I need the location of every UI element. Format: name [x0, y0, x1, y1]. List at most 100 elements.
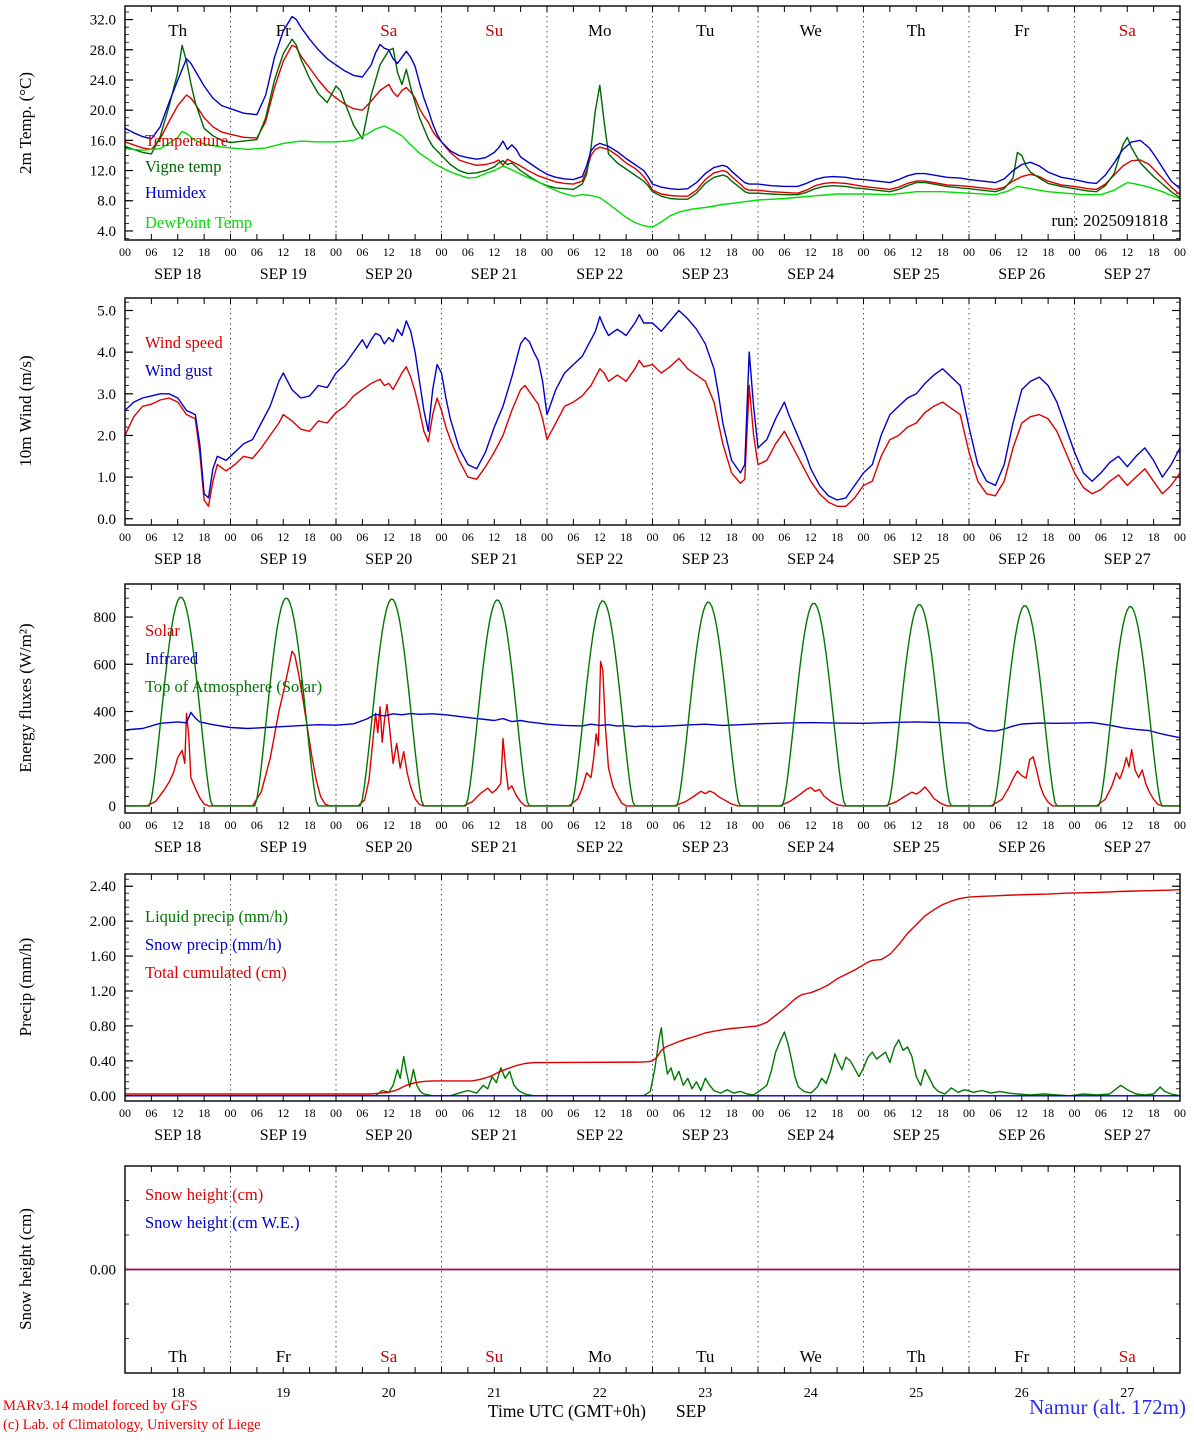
svg-text:0.80: 0.80	[90, 1019, 116, 1035]
svg-text:Solar: Solar	[145, 621, 180, 640]
svg-text:06: 06	[1095, 1106, 1107, 1120]
svg-text:SEP 23: SEP 23	[682, 839, 729, 856]
svg-text:00: 00	[225, 1106, 237, 1120]
svg-text:06: 06	[778, 530, 790, 544]
svg-text:00: 00	[963, 1106, 975, 1120]
svg-text:12: 12	[699, 530, 711, 544]
svg-text:00: 00	[752, 530, 764, 544]
svg-text:We: We	[800, 21, 822, 40]
svg-text:18: 18	[726, 530, 738, 544]
svg-text:0.0: 0.0	[97, 512, 116, 528]
credit-line-2: (c) Lab. of Climatology, University of L…	[3, 1417, 261, 1433]
svg-text:SEP 21: SEP 21	[471, 551, 518, 568]
svg-text:22: 22	[593, 1386, 607, 1401]
svg-text:Th: Th	[907, 21, 926, 40]
svg-text:18: 18	[831, 245, 843, 259]
svg-text:00: 00	[1069, 245, 1081, 259]
svg-text:3.0: 3.0	[97, 387, 116, 403]
svg-text:Humidex: Humidex	[145, 183, 207, 202]
svg-text:Snow height (cm W.E.): Snow height (cm W.E.)	[145, 1213, 299, 1232]
svg-text:18: 18	[831, 530, 843, 544]
svg-text:06: 06	[1095, 530, 1107, 544]
model-credits: MARv3.14 model forced by GFS (c) Lab. of…	[3, 1397, 261, 1435]
svg-text:400: 400	[94, 704, 117, 720]
svg-text:800: 800	[94, 610, 117, 626]
svg-text:12: 12	[488, 1106, 500, 1120]
svg-text:1.20: 1.20	[90, 984, 116, 1000]
svg-text:SEP 19: SEP 19	[260, 551, 307, 568]
svg-text:12: 12	[594, 1106, 606, 1120]
svg-text:12: 12	[699, 245, 711, 259]
svg-text:Infrared: Infrared	[145, 649, 199, 668]
svg-text:8.0: 8.0	[97, 194, 116, 210]
svg-text:Sa: Sa	[1119, 1347, 1136, 1366]
svg-text:12: 12	[910, 1106, 922, 1120]
svg-text:18: 18	[1148, 530, 1160, 544]
svg-text:18: 18	[304, 818, 316, 832]
svg-text:21: 21	[487, 1386, 501, 1401]
svg-text:00: 00	[436, 1106, 448, 1120]
svg-text:18: 18	[726, 245, 738, 259]
svg-text:06: 06	[462, 818, 474, 832]
svg-text:00: 00	[541, 818, 553, 832]
month-label: SEP	[675, 1401, 707, 1421]
svg-text:18: 18	[198, 530, 210, 544]
svg-text:SEP 19: SEP 19	[260, 839, 307, 856]
credit-line-1: MARv3.14 model forced by GFS	[3, 1398, 198, 1414]
svg-text:12: 12	[1016, 530, 1028, 544]
svg-text:18: 18	[726, 818, 738, 832]
svg-text:12: 12	[1121, 245, 1133, 259]
svg-text:06: 06	[989, 1106, 1001, 1120]
svg-text:SEP 27: SEP 27	[1104, 839, 1151, 856]
svg-text:18: 18	[198, 1106, 210, 1120]
svg-text:00: 00	[541, 1106, 553, 1120]
svg-text:06: 06	[356, 245, 368, 259]
svg-text:00: 00	[119, 245, 131, 259]
svg-text:06: 06	[145, 245, 157, 259]
svg-text:12.0: 12.0	[90, 164, 116, 180]
svg-text:We: We	[800, 1347, 822, 1366]
svg-text:0.00: 0.00	[90, 1089, 116, 1105]
svg-text:18: 18	[620, 818, 632, 832]
svg-text:00: 00	[752, 1106, 764, 1120]
svg-text:5.0: 5.0	[97, 303, 116, 319]
svg-text:00: 00	[225, 530, 237, 544]
temperature-chart: 4.0 8.0 12.0 16.0 20.0 24.0 28.0 32.0 00 06 12 18 00…	[90, 5, 1186, 283]
svg-text:00: 00	[647, 818, 659, 832]
svg-text:00: 00	[1069, 530, 1081, 544]
svg-text:06: 06	[356, 818, 368, 832]
svg-text:SEP 25: SEP 25	[893, 266, 940, 283]
y-axis-title-precip: Precip (mm/h)	[16, 937, 35, 1037]
svg-text:06: 06	[673, 818, 685, 832]
svg-text:18: 18	[831, 818, 843, 832]
svg-text:24.0: 24.0	[90, 73, 116, 89]
svg-text:00: 00	[119, 1106, 131, 1120]
svg-text:Snow precip (mm/h): Snow precip (mm/h)	[145, 935, 282, 954]
svg-text:12: 12	[594, 818, 606, 832]
svg-text:12: 12	[1121, 530, 1133, 544]
svg-text:Sa: Sa	[380, 21, 397, 40]
svg-text:00: 00	[1174, 245, 1186, 259]
svg-text:12: 12	[488, 245, 500, 259]
svg-text:16.0: 16.0	[90, 133, 116, 149]
svg-text:32.0: 32.0	[90, 13, 116, 29]
svg-text:200: 200	[94, 752, 117, 768]
svg-text:4.0: 4.0	[97, 345, 116, 361]
svg-text:06: 06	[673, 530, 685, 544]
svg-text:06: 06	[884, 245, 896, 259]
svg-text:SEP 27: SEP 27	[1104, 1127, 1151, 1144]
svg-text:06: 06	[462, 1106, 474, 1120]
svg-text:12: 12	[172, 530, 184, 544]
svg-text:12: 12	[1016, 245, 1028, 259]
svg-text:00: 00	[752, 818, 764, 832]
svg-text:Wind speed: Wind speed	[145, 333, 223, 352]
time-axis-caption: Time UTC (GMT+0h) SEP	[0, 1401, 1194, 1422]
svg-text:18: 18	[937, 818, 949, 832]
svg-text:06: 06	[778, 245, 790, 259]
svg-text:00: 00	[330, 818, 342, 832]
svg-text:06: 06	[989, 818, 1001, 832]
svg-text:28.0: 28.0	[90, 43, 116, 59]
svg-text:00: 00	[1174, 530, 1186, 544]
svg-text:SEP 21: SEP 21	[471, 839, 518, 856]
